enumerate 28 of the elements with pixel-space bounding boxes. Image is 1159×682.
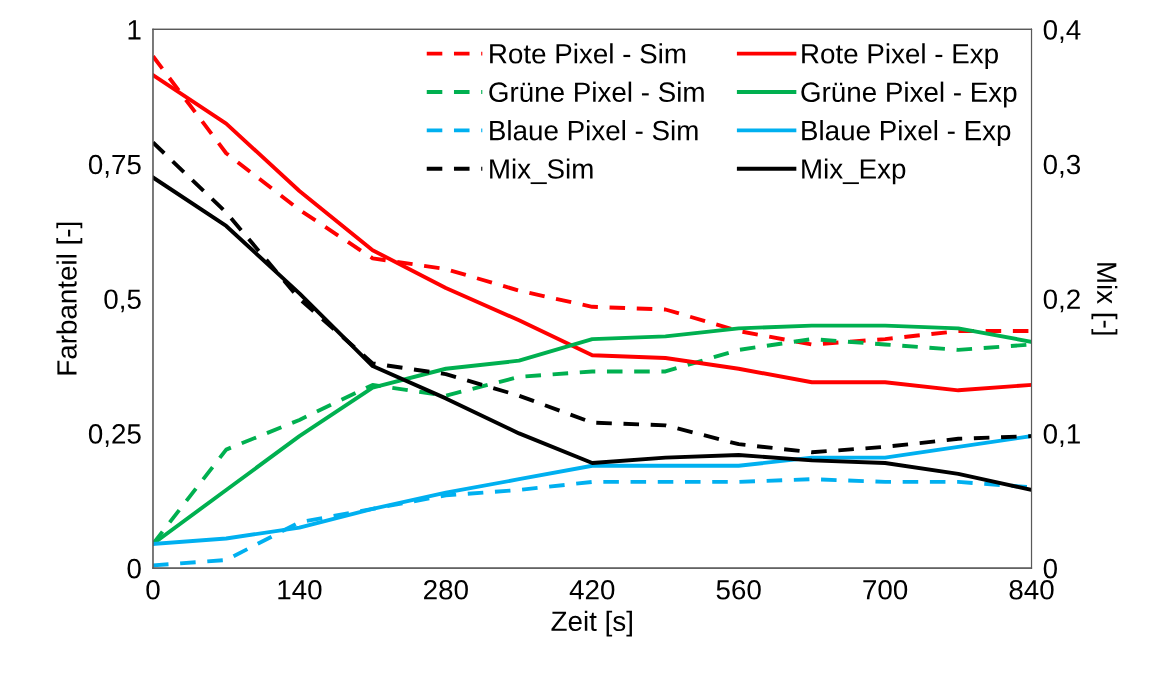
x-tick-label: 420 <box>569 579 615 600</box>
x-tick-label: 280 <box>424 579 468 600</box>
x-tick-label: 840 <box>1009 579 1054 600</box>
y2-tick-label: 0,1 <box>1043 424 1080 448</box>
y-tick-label: 0,25 <box>88 424 141 448</box>
legend-label: Rote Pixel - Sim <box>490 43 686 64</box>
y-axis-title: Farbanteil [-] <box>56 222 83 375</box>
x-axis-title: Zeit [s] <box>551 610 632 637</box>
x-tick-label: 700 <box>863 579 908 600</box>
legend-label: Blaue Pixel - Exp <box>802 120 1011 146</box>
y-tick-label: 0 <box>127 558 141 579</box>
x-tick-label: 0 <box>146 579 160 600</box>
x-tick-label: 140 <box>278 579 322 600</box>
y-tick-label: 0,75 <box>88 154 141 178</box>
y2-axis-title: Mix [-] <box>1091 263 1118 335</box>
y2-tick-label: 0,3 <box>1043 154 1081 178</box>
legend-label: Rote Pixel - Exp <box>802 43 998 70</box>
legend-label: Grüne Pixel - Exp <box>801 81 1017 108</box>
y-tick-label: 0,5 <box>104 289 141 313</box>
legend-label: Mix_Exp <box>802 158 906 185</box>
legend-label: Blaue Pixel - Sim <box>490 120 698 141</box>
y-tick-label: 1 <box>128 20 141 40</box>
y2-tick-label: 0 <box>1043 558 1057 579</box>
x-tick-label: 560 <box>716 579 761 600</box>
y2-tick-label: 0,2 <box>1043 289 1080 313</box>
legend-label: Grüne Pixel - Sim <box>489 81 704 103</box>
y2-tick-label: 0,4 <box>1043 19 1081 43</box>
legend-label: Mix_Sim <box>490 158 593 185</box>
